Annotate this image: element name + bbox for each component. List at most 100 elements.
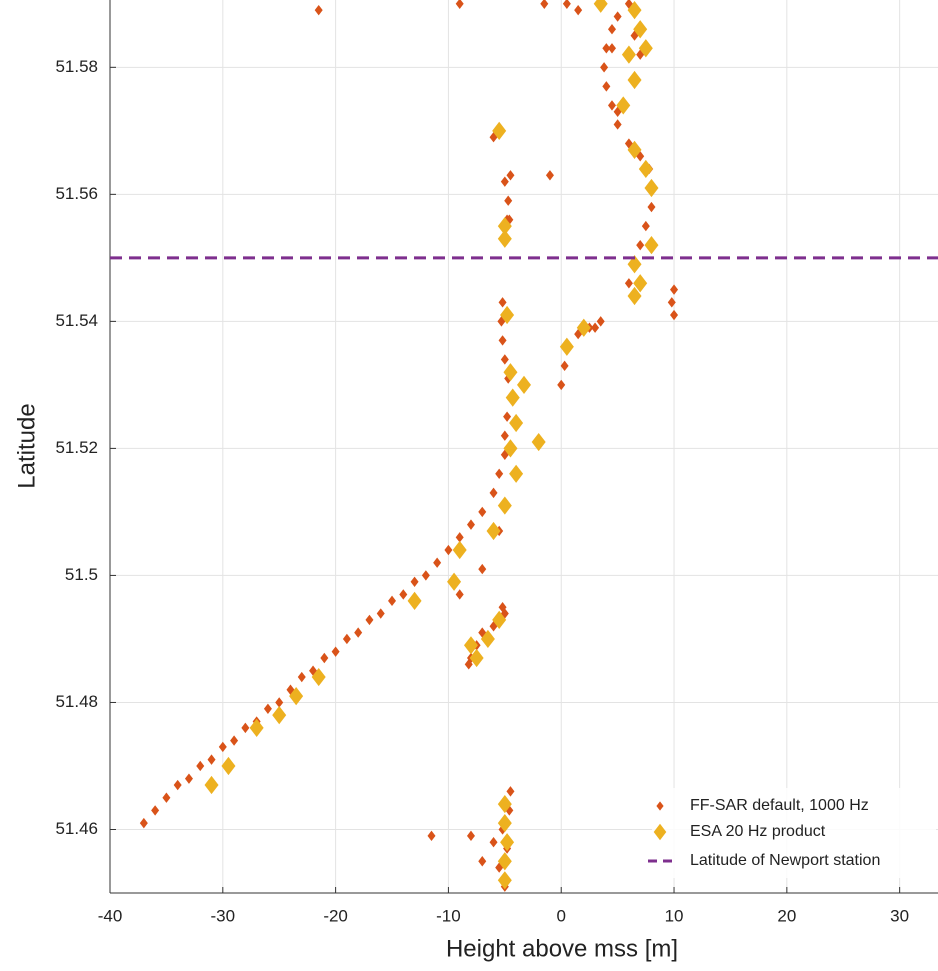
x-tick-label: 30 bbox=[890, 906, 909, 925]
data-point bbox=[647, 201, 656, 213]
legend-label: ESA 20 Hz product bbox=[690, 823, 826, 840]
data-point bbox=[591, 322, 600, 333]
data-point bbox=[498, 601, 507, 613]
data-point bbox=[497, 229, 512, 248]
y-tick-label: 51.5 bbox=[65, 565, 98, 584]
data-point bbox=[286, 684, 295, 695]
y-tick-label: 51.58 bbox=[55, 57, 98, 76]
data-point bbox=[221, 756, 236, 776]
data-point bbox=[173, 779, 182, 791]
data-point bbox=[607, 43, 616, 54]
data-point bbox=[545, 170, 554, 181]
data-point bbox=[466, 519, 475, 530]
legend-label: FF-SAR default, 1000 Hz bbox=[690, 797, 869, 814]
data-point bbox=[627, 255, 642, 274]
legend-marker bbox=[653, 823, 667, 841]
data-point bbox=[500, 833, 515, 852]
data-point bbox=[607, 24, 616, 35]
data-point bbox=[624, 278, 633, 289]
data-point bbox=[500, 176, 509, 187]
data-point bbox=[410, 576, 419, 587]
legend-marker bbox=[656, 801, 664, 811]
data-point bbox=[376, 608, 385, 619]
x-tick-label: -40 bbox=[98, 906, 123, 925]
data-point bbox=[230, 735, 239, 746]
data-point bbox=[627, 286, 642, 306]
data-point bbox=[670, 309, 679, 321]
data-point bbox=[621, 45, 636, 64]
data-point bbox=[613, 119, 622, 130]
data-point bbox=[320, 652, 329, 664]
data-point bbox=[613, 11, 622, 22]
legend-box bbox=[652, 788, 936, 878]
x-tick-label: 0 bbox=[556, 906, 565, 925]
data-point bbox=[540, 0, 549, 10]
data-point bbox=[497, 496, 512, 515]
data-point bbox=[492, 610, 507, 629]
data-point bbox=[275, 697, 284, 708]
data-point bbox=[489, 836, 498, 848]
data-point bbox=[331, 646, 340, 657]
data-point bbox=[444, 544, 453, 556]
data-point bbox=[480, 629, 495, 649]
data-point bbox=[495, 468, 504, 480]
data-point bbox=[500, 430, 509, 441]
data-point bbox=[500, 354, 509, 365]
data-point bbox=[207, 754, 216, 765]
data-point bbox=[464, 659, 473, 670]
data-point bbox=[627, 140, 642, 159]
data-point bbox=[593, 0, 608, 13]
data-point bbox=[497, 852, 512, 871]
data-point bbox=[624, 0, 633, 10]
data-point bbox=[241, 722, 250, 734]
data-point bbox=[218, 741, 227, 753]
data-point bbox=[309, 665, 318, 676]
data-point bbox=[503, 439, 518, 458]
y-tick-label: 51.56 bbox=[55, 184, 98, 203]
data-point bbox=[505, 805, 514, 816]
data-point bbox=[600, 62, 609, 73]
data-point bbox=[263, 703, 272, 715]
data-point bbox=[638, 159, 653, 179]
legend-label: Latitude of Newport station bbox=[690, 852, 880, 869]
data-point bbox=[505, 388, 520, 407]
data-point bbox=[497, 794, 512, 814]
data-point bbox=[504, 195, 513, 206]
data-point bbox=[388, 595, 397, 607]
data-point bbox=[574, 4, 583, 16]
data-point bbox=[500, 305, 515, 325]
data-point bbox=[627, 1, 642, 20]
data-point bbox=[503, 363, 518, 382]
y-tick-label: 51.48 bbox=[55, 692, 98, 711]
x-axis-title: Height above mss [m] bbox=[446, 935, 678, 962]
data-point bbox=[272, 706, 287, 725]
data-point bbox=[478, 856, 487, 867]
data-point bbox=[498, 824, 507, 835]
data-point bbox=[607, 100, 616, 111]
data-point bbox=[421, 570, 430, 581]
data-point bbox=[576, 318, 591, 337]
x-tick-label: 10 bbox=[665, 906, 684, 925]
data-point bbox=[489, 621, 498, 632]
data-point bbox=[486, 521, 501, 541]
data-point bbox=[506, 170, 515, 181]
data-point bbox=[517, 375, 531, 394]
data-point bbox=[478, 563, 487, 575]
data-point bbox=[633, 274, 648, 293]
x-tick-label: 20 bbox=[777, 906, 796, 925]
y-tick-label: 51.46 bbox=[55, 819, 98, 838]
data-point bbox=[596, 316, 605, 327]
y-axis-title: Latitude bbox=[13, 403, 40, 488]
data-point bbox=[638, 39, 653, 58]
data-point bbox=[297, 671, 306, 683]
data-point bbox=[503, 411, 512, 422]
data-point bbox=[509, 464, 524, 483]
data-point bbox=[447, 572, 462, 591]
data-point bbox=[469, 648, 484, 668]
data-point bbox=[311, 667, 326, 687]
data-point bbox=[354, 627, 363, 638]
data-point bbox=[498, 297, 507, 308]
x-tick-label: -10 bbox=[436, 906, 461, 925]
